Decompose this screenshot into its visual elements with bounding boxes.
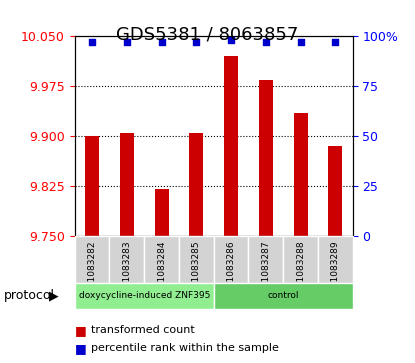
- FancyBboxPatch shape: [249, 236, 283, 283]
- Text: GSM1083284: GSM1083284: [157, 241, 166, 301]
- FancyBboxPatch shape: [179, 236, 214, 283]
- Text: doxycycline-induced ZNF395: doxycycline-induced ZNF395: [78, 291, 210, 300]
- Point: [193, 40, 200, 45]
- Text: percentile rank within the sample: percentile rank within the sample: [91, 343, 279, 354]
- Text: ▶: ▶: [49, 289, 58, 302]
- Bar: [328, 146, 342, 236]
- Point: [263, 40, 269, 45]
- Text: transformed count: transformed count: [91, 325, 195, 335]
- Bar: [214, 283, 353, 309]
- Point: [124, 40, 130, 45]
- Text: GSM1083286: GSM1083286: [227, 241, 236, 301]
- Point: [332, 40, 339, 45]
- FancyBboxPatch shape: [318, 236, 353, 283]
- Point: [297, 40, 304, 45]
- Text: GSM1083282: GSM1083282: [88, 241, 97, 301]
- Text: GSM1083288: GSM1083288: [296, 241, 305, 301]
- Point: [89, 40, 95, 45]
- Text: GSM1083287: GSM1083287: [261, 241, 270, 301]
- FancyBboxPatch shape: [75, 236, 110, 283]
- Bar: [294, 113, 308, 236]
- Text: protocol: protocol: [4, 289, 55, 302]
- Bar: [189, 133, 203, 236]
- Bar: [120, 133, 134, 236]
- FancyBboxPatch shape: [110, 236, 144, 283]
- FancyBboxPatch shape: [144, 236, 179, 283]
- Bar: [155, 189, 168, 236]
- Text: control: control: [268, 291, 299, 300]
- FancyBboxPatch shape: [214, 236, 249, 283]
- Text: GDS5381 / 8063857: GDS5381 / 8063857: [116, 25, 299, 44]
- Point: [228, 37, 234, 43]
- Text: ■: ■: [75, 324, 86, 337]
- Text: ■: ■: [75, 342, 86, 355]
- Text: GSM1083289: GSM1083289: [331, 241, 340, 301]
- Bar: [75, 283, 214, 309]
- Bar: [259, 79, 273, 236]
- Point: [158, 40, 165, 45]
- FancyBboxPatch shape: [283, 236, 318, 283]
- Text: GSM1083285: GSM1083285: [192, 241, 201, 301]
- Text: GSM1083283: GSM1083283: [122, 241, 131, 301]
- Bar: [85, 136, 99, 236]
- Bar: [224, 56, 238, 236]
